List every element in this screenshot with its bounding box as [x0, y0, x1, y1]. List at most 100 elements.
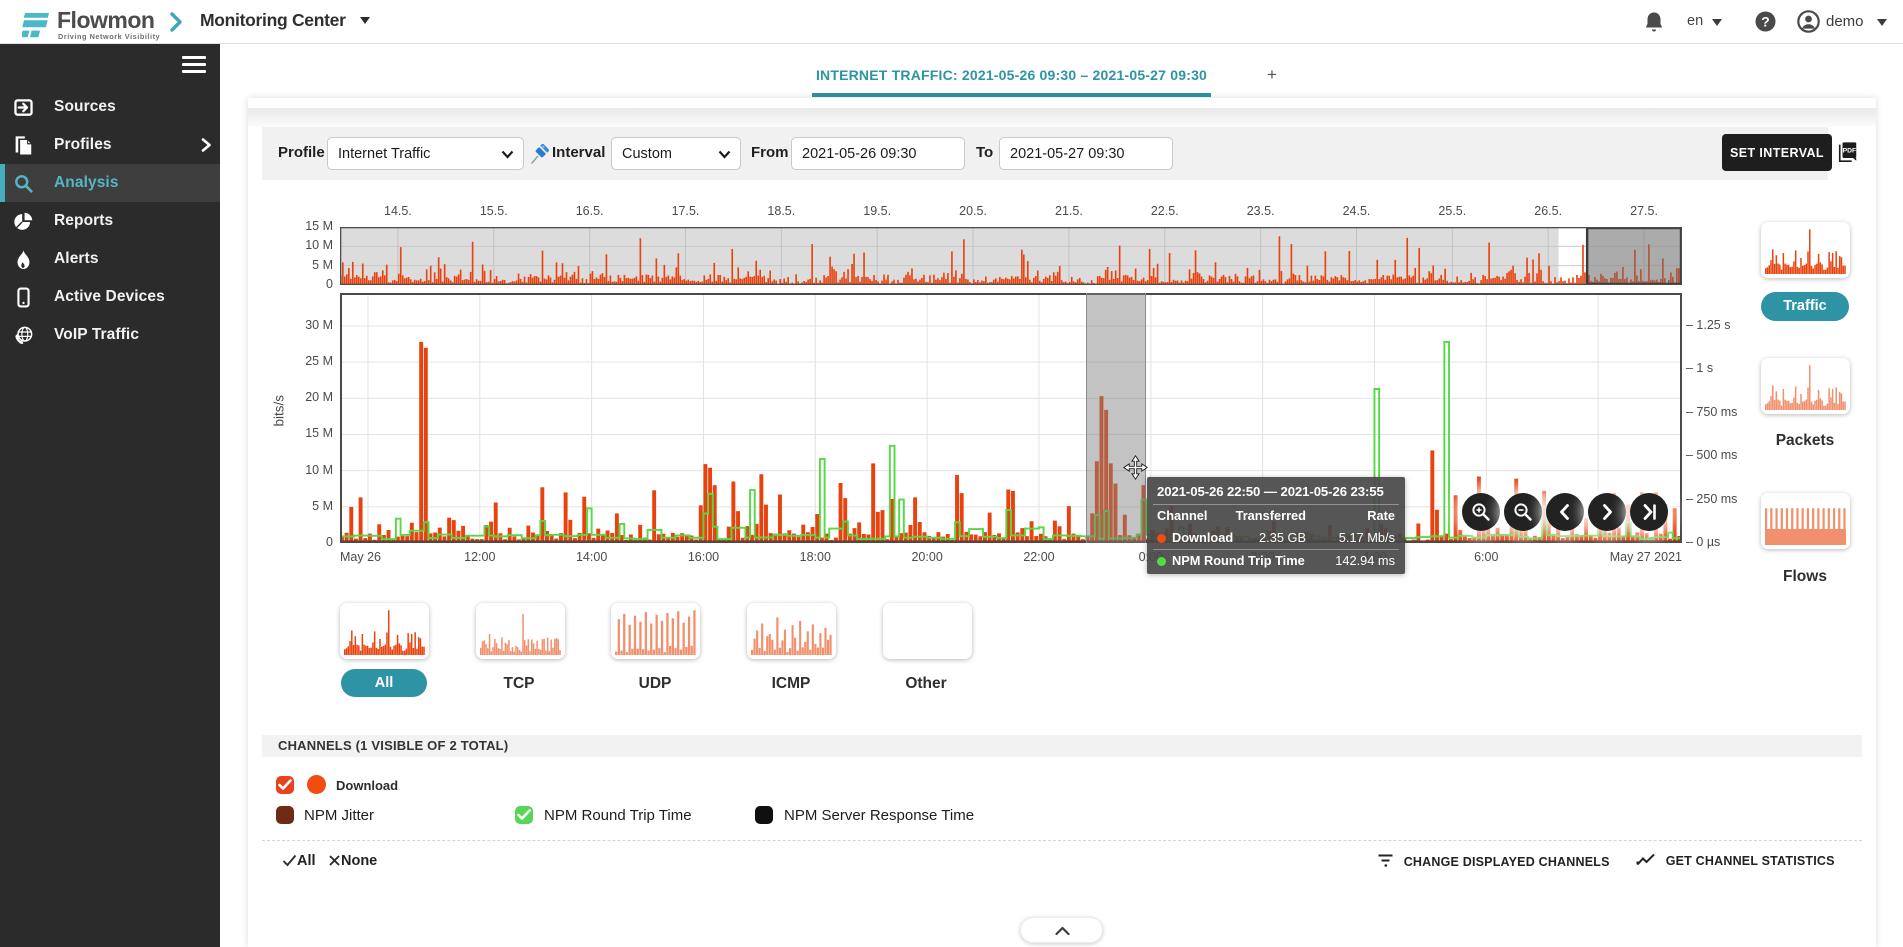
view-label-packets[interactable]: Packets — [1775, 432, 1835, 449]
sidebar-item-analysis[interactable]: Analysis — [0, 164, 220, 202]
channel-label-npm-rtt: NPM Round Trip Time — [544, 807, 692, 824]
overview-date-label: 17.5. — [671, 204, 700, 218]
sidebar-item-profiles[interactable]: Profiles — [0, 126, 220, 164]
main-time-label: 18:00 — [799, 550, 831, 564]
protocol-thumb-udp[interactable] — [611, 603, 701, 659]
zoom-out-icon — [1514, 503, 1532, 521]
view-thumb-flows[interactable] — [1761, 493, 1850, 549]
overview-date-label: 25.5. — [1438, 204, 1467, 218]
change-displayed-channels-button[interactable]: CHANGE DISPLAYED CHANNELS — [1377, 853, 1610, 873]
sidebar-item-active-devices[interactable]: Active Devices — [0, 278, 220, 316]
channel-label-download: Download — [336, 778, 399, 793]
chart-hover-band — [1085, 293, 1147, 543]
protocol-label-udp[interactable]: UDP — [638, 675, 672, 692]
protocol-thumb-all[interactable] — [340, 603, 429, 659]
zoom-in-button[interactable] — [1462, 493, 1500, 531]
npm-server-response-checkbox[interactable] — [755, 806, 773, 824]
main-chart[interactable] — [340, 293, 1682, 543]
protocol-label-icmp[interactable]: ICMP — [771, 675, 811, 692]
download-checkbox[interactable] — [276, 776, 294, 794]
language-selector[interactable]: en — [1687, 13, 1704, 29]
interval-controls-bar: Profile Internet Traffic Interval Custom — [262, 127, 1832, 180]
tab-internet-traffic[interactable]: INTERNET TRAFFIC: 2021-05-26 09:30 – 202… — [815, 67, 1208, 83]
chevron-right-icon — [1603, 504, 1612, 520]
to-datetime-input[interactable]: 2021-05-27 09:30 — [999, 137, 1173, 170]
npm-jitter-checkbox[interactable] — [276, 806, 294, 824]
pin-icon[interactable] — [530, 143, 550, 165]
section-title[interactable]: Monitoring Center — [200, 10, 371, 31]
download-dot-icon — [1157, 533, 1166, 543]
main-right-axis-label: – 1.25 s — [1686, 317, 1731, 332]
menu-hamburger-icon[interactable] — [182, 56, 206, 76]
sidebar-nav: Sources Profiles Analysis — [0, 88, 220, 354]
collapse-panel-button[interactable] — [1020, 917, 1103, 943]
user-avatar-icon[interactable] — [1797, 10, 1820, 33]
main-left-axis-label: 20 M — [305, 390, 333, 405]
view-thumb-traffic[interactable] — [1761, 222, 1850, 278]
from-label: From — [751, 144, 789, 161]
main-right-axis-label: – 750 ms — [1686, 404, 1738, 419]
view-label-flows[interactable]: Flows — [1783, 568, 1827, 585]
overview-value-label: 10 M — [305, 238, 333, 253]
overview-chart[interactable] — [340, 227, 1682, 285]
pdf-export-icon[interactable]: PDF — [1837, 141, 1859, 163]
pan-left-button[interactable] — [1546, 493, 1584, 531]
select-all-link[interactable]: All — [282, 853, 316, 873]
protocol-label-tcp[interactable]: TCP — [503, 675, 535, 692]
top-header: Flowmon Driving Network Visibility Monit… — [0, 0, 1903, 44]
sidebar-item-alerts[interactable]: Alerts — [0, 240, 220, 278]
skip-to-end-button[interactable] — [1630, 493, 1668, 531]
pan-right-button[interactable] — [1588, 493, 1626, 531]
main-left-axis-label: 5 M — [312, 498, 333, 513]
tooltip-row-download: Download 2.35 GB 5.17 Mb/s — [1157, 527, 1395, 549]
profiles-documents-icon — [15, 135, 33, 156]
set-interval-button[interactable]: SET INTERVAL — [1722, 134, 1832, 171]
user-menu-caret-icon — [1877, 19, 1887, 26]
protocol-label-other[interactable]: Other — [905, 675, 947, 692]
tooltip-title: 2021-05-26 22:50 — 2021-05-26 23:55 — [1157, 484, 1384, 499]
select-none-link[interactable]: None — [328, 853, 377, 873]
protocol-label-all[interactable]: All — [341, 669, 427, 697]
sidebar-item-reports[interactable]: Reports — [0, 202, 220, 240]
tab-bar: INTERNET TRAFFIC: 2021-05-26 09:30 – 202… — [220, 45, 1903, 98]
notifications-bell-icon[interactable] — [1644, 11, 1664, 33]
add-tab-button[interactable]: + — [1267, 65, 1277, 84]
help-icon[interactable]: ? — [1755, 11, 1776, 32]
x-icon — [329, 855, 340, 866]
sidebar-item-voip-traffic[interactable]: VoIP Traffic — [0, 316, 220, 354]
checkmark-icon — [278, 779, 292, 790]
view-thumb-packets[interactable] — [1761, 358, 1850, 414]
overview-date-label: 15.5. — [479, 204, 508, 218]
npm-rtt-dot-icon — [1157, 556, 1166, 566]
sidebar-item-sources[interactable]: Sources — [0, 88, 220, 126]
overview-date-label: 14.5. — [384, 204, 412, 218]
overview-value-label: 15 M — [305, 219, 333, 233]
view-label-traffic[interactable]: Traffic — [1761, 292, 1849, 321]
overview-value-label: 0 — [326, 277, 333, 291]
protocol-thumb-other[interactable] — [882, 603, 972, 659]
main-right-axis-label: – 1 s — [1686, 361, 1714, 376]
profile-select[interactable]: Internet Traffic — [327, 137, 524, 170]
active-tab-underline — [812, 93, 1211, 97]
main-left-axis-label: 0 — [326, 535, 333, 549]
tooltip-header-row: Channel Transferred Rate — [1157, 508, 1395, 523]
channel-label-npm-server-response: NPM Server Response Time — [784, 807, 975, 824]
npm-rtt-checkbox[interactable] — [515, 806, 533, 824]
brand-tagline: Driving Network Visibility — [58, 32, 161, 41]
skip-end-icon — [1643, 504, 1656, 520]
main-right-axis-label: – 250 ms — [1686, 491, 1738, 506]
line-chart-icon — [1636, 853, 1655, 866]
username[interactable]: demo — [1826, 13, 1864, 30]
from-datetime-input[interactable]: 2021-05-26 09:30 — [791, 137, 965, 170]
get-channel-statistics-button[interactable]: GET CHANNEL STATISTICS — [1636, 853, 1835, 873]
protocol-thumb-icmp[interactable] — [747, 603, 836, 659]
interval-select[interactable]: Custom — [611, 137, 741, 170]
overview-date-label: 23.5. — [1246, 204, 1275, 218]
flowmon-logo[interactable]: Flowmon Driving Network Visibility — [20, 5, 172, 46]
protocol-thumb-tcp[interactable] — [475, 603, 565, 659]
voip-phone-globe-icon — [15, 326, 33, 344]
main-time-label: 14:00 — [575, 550, 608, 564]
zoom-out-button[interactable] — [1504, 493, 1542, 531]
chart-zoom-controls — [1462, 493, 1688, 531]
